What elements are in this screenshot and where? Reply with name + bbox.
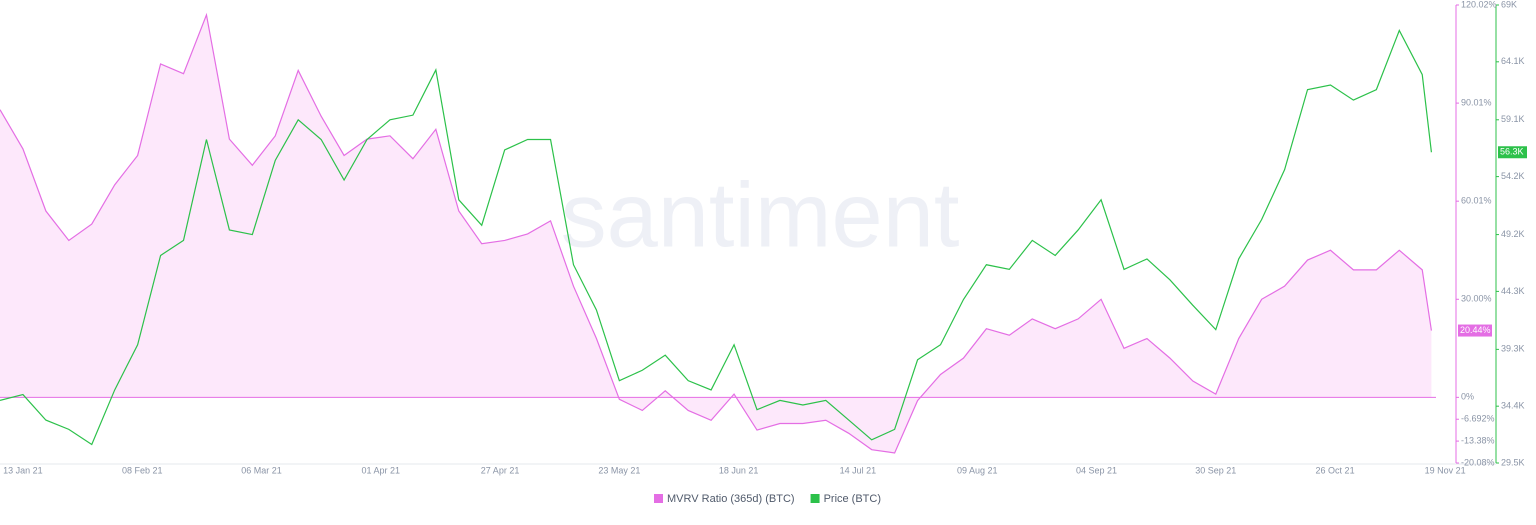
x-tick-label: 01 Apr 21 xyxy=(362,465,401,475)
series-line xyxy=(0,29,1433,446)
series-line xyxy=(0,12,1433,454)
y-tick-label: -13.38% xyxy=(1461,435,1495,445)
x-tick-label: 08 Feb 21 xyxy=(122,465,163,475)
y-tick-label: 30.00% xyxy=(1461,294,1492,304)
y-tick-label: 90.01% xyxy=(1461,97,1492,107)
last-value-label: 56.3K xyxy=(1500,147,1524,157)
x-tick-label: 26 Oct 21 xyxy=(1316,465,1355,475)
x-tick-label: 23 May 21 xyxy=(598,465,640,475)
y2-tick-label: 59.1K xyxy=(1501,114,1525,124)
legend-swatch xyxy=(810,494,820,503)
x-tick-label: 14 Jul 21 xyxy=(840,465,877,475)
legend-label: MVRV Ratio (365d) (BTC) xyxy=(667,493,795,505)
y2-tick-label: 54.2K xyxy=(1501,171,1525,181)
legend-swatch xyxy=(654,494,663,503)
last-value-box xyxy=(1498,146,1527,159)
y-tick-label: 60.01% xyxy=(1461,196,1492,206)
y2-tick-label: 29.5K xyxy=(1501,457,1525,467)
legend-label: Price (BTC) xyxy=(824,493,881,505)
watermark: santiment xyxy=(561,164,960,266)
x-tick-label: 09 Aug 21 xyxy=(957,465,998,475)
y2-tick-label: 34.4K xyxy=(1501,401,1525,411)
y2-tick-label: 39.3K xyxy=(1501,344,1525,354)
last-value-box xyxy=(1458,324,1492,337)
x-tick-label: 19 Nov 21 xyxy=(1425,465,1466,475)
x-tick-label: 18 Jun 21 xyxy=(719,465,759,475)
y-tick-label: -20.08% xyxy=(1461,457,1495,467)
legend: MVRV Ratio (365d) (BTC) Price (BTC) xyxy=(654,493,881,505)
y2-tick-label: 49.2K xyxy=(1501,229,1525,239)
x-tick-label: 13 Jan 21 xyxy=(3,465,43,475)
y-tick-label: 120.02% xyxy=(1461,0,1497,9)
x-tick-label: 27 Apr 21 xyxy=(481,465,520,475)
last-value-label: 20.44% xyxy=(1460,325,1491,335)
x-tick-label: 04 Sep 21 xyxy=(1076,465,1117,475)
y-tick-label: -6.692% xyxy=(1461,414,1495,424)
y2-tick-label: 64.1K xyxy=(1501,56,1525,66)
area-fill xyxy=(0,14,1432,453)
y2-tick-label: 69K xyxy=(1501,0,1517,9)
x-tick-label: 06 Mar 21 xyxy=(241,465,282,475)
x-tick-label: 30 Sep 21 xyxy=(1195,465,1236,475)
y-tick-label: 0% xyxy=(1461,392,1474,402)
y2-tick-label: 44.3K xyxy=(1501,286,1525,296)
